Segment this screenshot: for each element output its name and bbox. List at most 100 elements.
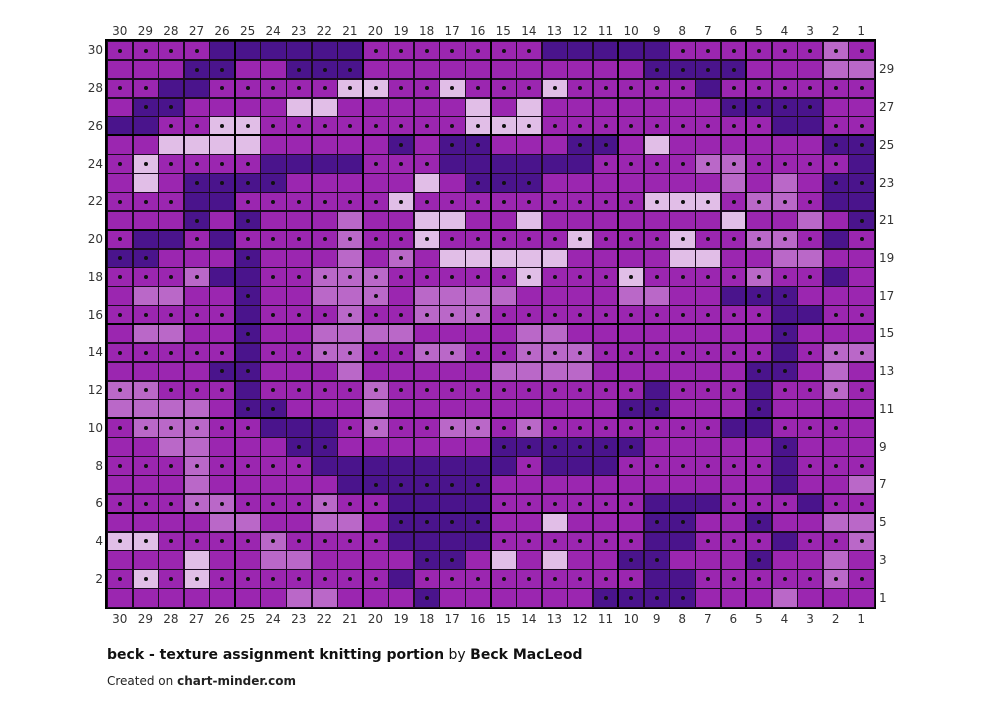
- stitch-cell: [848, 78, 875, 99]
- stitch-cell: [541, 116, 568, 136]
- stitch-cell: [643, 267, 671, 287]
- stitch-dot-icon: [245, 576, 250, 581]
- stitch-cell: [643, 550, 671, 570]
- stitch-dot-icon: [578, 350, 583, 355]
- stitch-dot-icon: [373, 482, 378, 487]
- stitch-dot-icon: [578, 237, 583, 242]
- stitch-cell: [183, 248, 210, 268]
- stitch-dot-icon: [143, 275, 148, 280]
- stitch-cell: [183, 59, 210, 80]
- stitch-dot-icon: [501, 237, 506, 242]
- stitch-cell: [388, 248, 415, 268]
- stitch-cell: [771, 361, 798, 382]
- stitch-dot-icon: [680, 463, 685, 468]
- stitch-cell: [516, 437, 543, 457]
- stitch-cell: [158, 135, 185, 155]
- stitch-dot-icon: [706, 199, 711, 204]
- stitch-cell: [643, 380, 671, 401]
- stitch-cell: [490, 97, 517, 118]
- stitch-dot-icon: [654, 558, 659, 563]
- column-label-top: 10: [623, 24, 639, 38]
- stitch-cell: [516, 191, 543, 212]
- stitch-dot-icon: [297, 237, 302, 242]
- row-label-right: 29: [879, 62, 895, 77]
- stitch-cell: [643, 59, 671, 80]
- stitch-cell: [388, 286, 415, 306]
- stitch-cell: [822, 229, 850, 250]
- stitch-cell: [490, 512, 517, 533]
- stitch-dot-icon: [118, 161, 123, 166]
- stitch-cell: [132, 399, 159, 419]
- stitch-dot-icon: [348, 576, 353, 581]
- stitch-cell: [285, 248, 313, 268]
- stitch-cell: [260, 97, 287, 118]
- stitch-cell: [413, 512, 440, 533]
- stitch-cell: [362, 493, 389, 514]
- stitch-dot-icon: [654, 67, 659, 72]
- stitch-cell: [285, 229, 313, 250]
- stitch-cell: [234, 474, 261, 495]
- stitch-cell: [822, 97, 850, 118]
- stitch-cell: [209, 512, 236, 533]
- stitch-cell: [848, 399, 875, 419]
- stitch-cell: [771, 286, 798, 306]
- stitch-dot-icon: [782, 105, 787, 110]
- stitch-cell: [285, 173, 313, 193]
- stitch-dot-icon: [501, 388, 506, 393]
- stitch-cell: [516, 41, 543, 61]
- stitch-dot-icon: [373, 539, 378, 544]
- stitch-cell: [158, 531, 185, 551]
- stitch-cell: [618, 324, 645, 344]
- stitch-dot-icon: [833, 48, 838, 53]
- stitch-dot-icon: [654, 237, 659, 242]
- stitch-dot-icon: [501, 180, 506, 185]
- stitch-cell: [746, 286, 773, 306]
- stitch-cell: [490, 550, 517, 570]
- stitch-cell: [209, 248, 236, 268]
- stitch-dot-icon: [450, 350, 455, 355]
- stitch-cell: [439, 116, 466, 136]
- stitch-cell: [158, 286, 185, 306]
- stitch-cell: [209, 531, 236, 551]
- stitch-cell: [516, 418, 543, 438]
- stitch-cell: [541, 248, 568, 268]
- stitch-cell: [618, 41, 645, 61]
- stitch-cell: [183, 399, 210, 419]
- column-label-bottom: 20: [367, 612, 384, 626]
- row-label-left: 20: [87, 232, 103, 247]
- stitch-cell: [643, 173, 671, 193]
- stitch-dot-icon: [373, 576, 378, 581]
- stitch-dot-icon: [782, 576, 787, 581]
- stitch-cell: [388, 550, 415, 570]
- column-label-bottom: 18: [418, 612, 435, 626]
- stitch-cell: [643, 191, 671, 212]
- stitch-dot-icon: [118, 388, 123, 393]
- stitch-cell: [158, 493, 185, 514]
- stitch-dot-icon: [118, 86, 123, 91]
- stitch-cell: [592, 286, 619, 306]
- stitch-dot-icon: [373, 86, 378, 91]
- stitch-cell: [260, 191, 287, 212]
- stitch-dot-icon: [322, 388, 327, 393]
- stitch-cell: [337, 229, 364, 250]
- stitch-cell: [311, 361, 338, 382]
- stitch-cell: [797, 59, 824, 80]
- stitch-cell: [669, 135, 696, 155]
- credit-site-link[interactable]: chart-minder.com: [177, 674, 296, 688]
- stitch-cell: [362, 512, 389, 533]
- stitch-dot-icon: [271, 350, 276, 355]
- stitch-cell: [490, 210, 517, 231]
- column-label-top: 8: [678, 24, 687, 38]
- stitch-dot-icon: [527, 576, 532, 581]
- stitch-cell: [260, 229, 287, 250]
- stitch-dot-icon: [731, 275, 736, 280]
- stitch-cell: [695, 305, 722, 325]
- stitch-dot-icon: [118, 256, 123, 261]
- stitch-cell: [158, 512, 185, 533]
- row-label-right: 23: [879, 175, 895, 190]
- stitch-cell: [337, 569, 364, 589]
- row-label-right: 19: [879, 250, 895, 265]
- column-label-top: 21: [342, 24, 358, 38]
- stitch-dot-icon: [757, 576, 762, 581]
- stitch-cell: [413, 267, 440, 287]
